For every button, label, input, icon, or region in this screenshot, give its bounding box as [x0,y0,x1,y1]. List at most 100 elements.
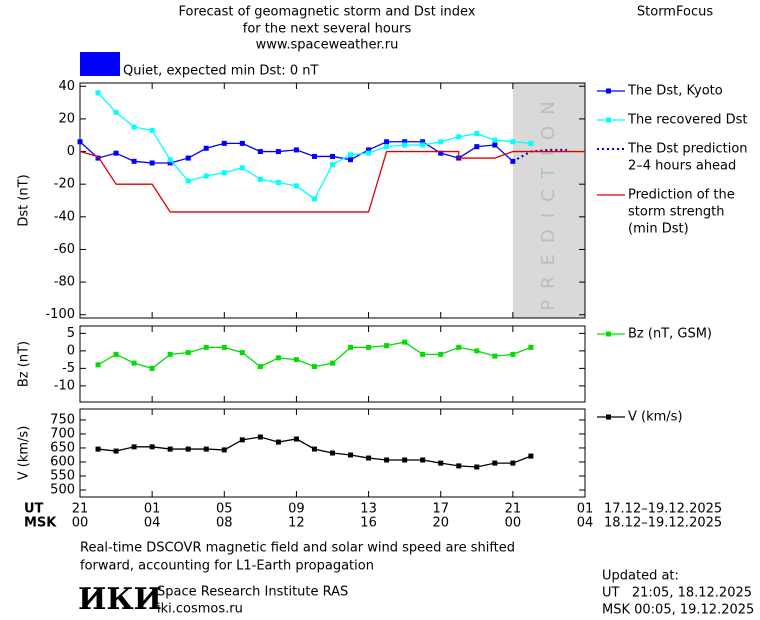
data-point [420,457,426,463]
x-tick-label: 04 [144,516,161,531]
data-point [420,139,426,145]
data-point [366,150,372,156]
y-tick-label: 600 [50,454,75,469]
x-tick-label: 05 [216,502,233,517]
data-point [402,139,408,145]
y-tick-label: 500 [50,482,75,497]
data-point [528,140,534,146]
data-point [438,460,444,466]
data-point [510,460,516,466]
data-point [510,351,516,357]
y-axis-label: Bz (nT) [17,341,32,387]
data-point [221,140,227,146]
legend-marker [606,88,611,94]
y-tick-label: -100 [45,307,75,322]
data-point [474,464,480,470]
data-point [167,160,173,166]
data-point [528,344,534,350]
data-point [221,344,227,350]
y-axis-label: V (km/s) [17,426,32,481]
data-point [348,452,354,458]
data-point [420,142,426,148]
prediction-label: PREDICTION [538,90,559,310]
series-line [97,92,531,200]
data-point [330,153,335,159]
logo: ИКИ [78,582,162,617]
status-box [80,52,120,76]
data-point [77,139,83,145]
data-point [149,365,155,371]
data-point [257,364,263,370]
data-point [257,149,263,155]
legend-label: The recovered Dst [627,113,747,128]
series-line [79,150,585,213]
data-point [366,455,372,461]
y-tick-label: 0 [67,144,75,159]
data-point [384,343,390,349]
data-point [293,357,299,363]
data-point [185,446,191,452]
y-tick-label: 550 [50,468,75,483]
institute: Space Research Institute RAS [157,585,348,600]
data-point [293,147,299,153]
y-tick-label: -40 [54,209,75,224]
data-point [113,109,119,115]
note: forward, accounting for L1-Earth propaga… [80,559,374,574]
data-point [456,463,462,469]
x-tick-label: 21 [505,502,522,517]
data-point [149,160,155,166]
data-point [330,360,335,366]
x-tick-label: 00 [505,516,522,531]
x-axis-name: UT [24,502,44,517]
x-tick-label: 04 [577,516,594,531]
y-tick-label: 700 [50,426,75,441]
data-point [474,144,480,150]
data-point [113,448,119,454]
x-tick-label: 12 [288,516,305,531]
y-tick-label: -20 [54,177,75,192]
y-tick-label: 650 [50,440,75,455]
title: Forecast of geomagnetic storm and Dst in… [178,5,475,20]
data-point [167,157,173,163]
x-tick-label: 08 [216,516,233,531]
data-point [348,157,354,163]
data-point [420,351,426,357]
x-tick-label: 13 [360,502,377,517]
data-point [528,453,534,459]
data-point [203,446,209,452]
data-point [492,353,498,359]
data-point [149,444,155,450]
data-point [131,444,137,450]
legend-label: Prediction of the [628,188,735,203]
data-point [113,150,119,156]
x-tick-label: 17 [432,502,449,517]
legend-marker [606,331,611,337]
legend-label: The Dst prediction [627,142,748,157]
data-point [311,446,317,452]
data-point [492,137,498,143]
data-point [275,180,281,186]
data-point [402,339,408,345]
data-point [185,178,191,184]
data-point [311,153,317,159]
x-tick-label: 16 [360,516,377,531]
data-point [438,351,444,357]
data-point [221,170,227,176]
x-tick-label: 09 [288,502,305,517]
data-point [239,165,245,171]
y-tick-label: -80 [54,275,75,290]
data-point [402,457,408,463]
data-point [348,344,354,350]
x-axis-name: MSK [24,516,57,531]
legend-label: storm strength [628,205,725,220]
data-point [167,446,173,452]
status: Quiet, expected min Dst: 0 nT [123,64,318,79]
data-point [402,142,408,148]
site: iki.cosmos.ru [157,602,243,617]
y-axis-label: Dst (nT) [17,174,32,226]
data-point [203,344,209,350]
legend-label: The Dst, Kyoto [627,84,723,99]
data-point [275,355,281,361]
y-tick-label: 20 [58,111,75,126]
